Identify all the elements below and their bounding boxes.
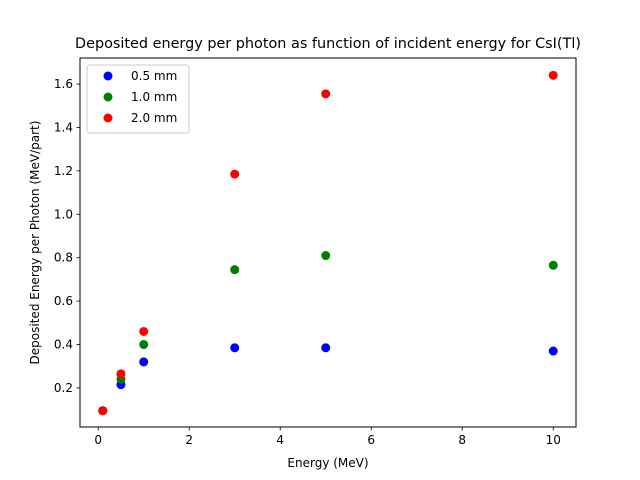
legend-label: 1.0 mm (131, 90, 177, 104)
y-tick-label: 0.6 (54, 294, 73, 308)
x-tick-label: 10 (546, 433, 561, 447)
x-tick-label: 4 (276, 433, 284, 447)
y-tick-label: 0.4 (54, 338, 73, 352)
chart-title: Deposited energy per photon as function … (75, 36, 581, 52)
y-axis-label: Deposited Energy per Photon (MeV/part) (28, 121, 42, 365)
legend: 0.5 mm 1.0 mm 2.0 mm (86, 64, 190, 134)
data-point-series-1 (139, 340, 149, 350)
data-point-series-2 (116, 369, 126, 379)
x-tick-label: 0 (94, 433, 102, 447)
x-tick-label: 8 (458, 433, 466, 447)
data-point-series-2 (230, 169, 240, 179)
data-point-series-0 (230, 343, 240, 353)
data-points (98, 70, 558, 416)
legend-label: 2.0 mm (131, 111, 177, 125)
x-axis-label: Energy (MeV) (287, 456, 368, 470)
y-tick-label: 1.4 (54, 120, 73, 134)
data-point-series-1 (321, 251, 331, 261)
x-axis: 0 2 4 6 8 10 (94, 427, 561, 447)
legend-box (86, 64, 190, 134)
legend-marker (103, 92, 113, 102)
data-point-series-0 (548, 346, 558, 356)
y-tick-label: 0.2 (54, 381, 73, 395)
data-point-series-2 (321, 89, 331, 99)
y-tick-label: 1.2 (54, 164, 73, 178)
data-point-series-0 (139, 357, 149, 367)
plot-frame (79, 57, 577, 428)
data-point-series-1 (230, 265, 240, 275)
y-tick-label: 0.8 (54, 251, 73, 265)
legend-marker (103, 71, 113, 81)
data-point-series-0 (321, 343, 331, 353)
legend-marker (103, 113, 113, 123)
data-point-series-1 (548, 260, 558, 270)
y-tick-label: 1.6 (54, 77, 73, 91)
x-tick-label: 6 (367, 433, 375, 447)
x-tick-label: 2 (185, 433, 193, 447)
data-point-series-2 (98, 406, 108, 416)
y-axis: 0.2 0.4 0.6 0.8 1.0 1.2 1.4 1.6 (54, 77, 80, 395)
data-point-series-2 (139, 326, 149, 336)
data-point-series-2 (548, 70, 558, 80)
legend-label: 0.5 mm (131, 69, 177, 83)
y-tick-label: 1.0 (54, 207, 73, 221)
